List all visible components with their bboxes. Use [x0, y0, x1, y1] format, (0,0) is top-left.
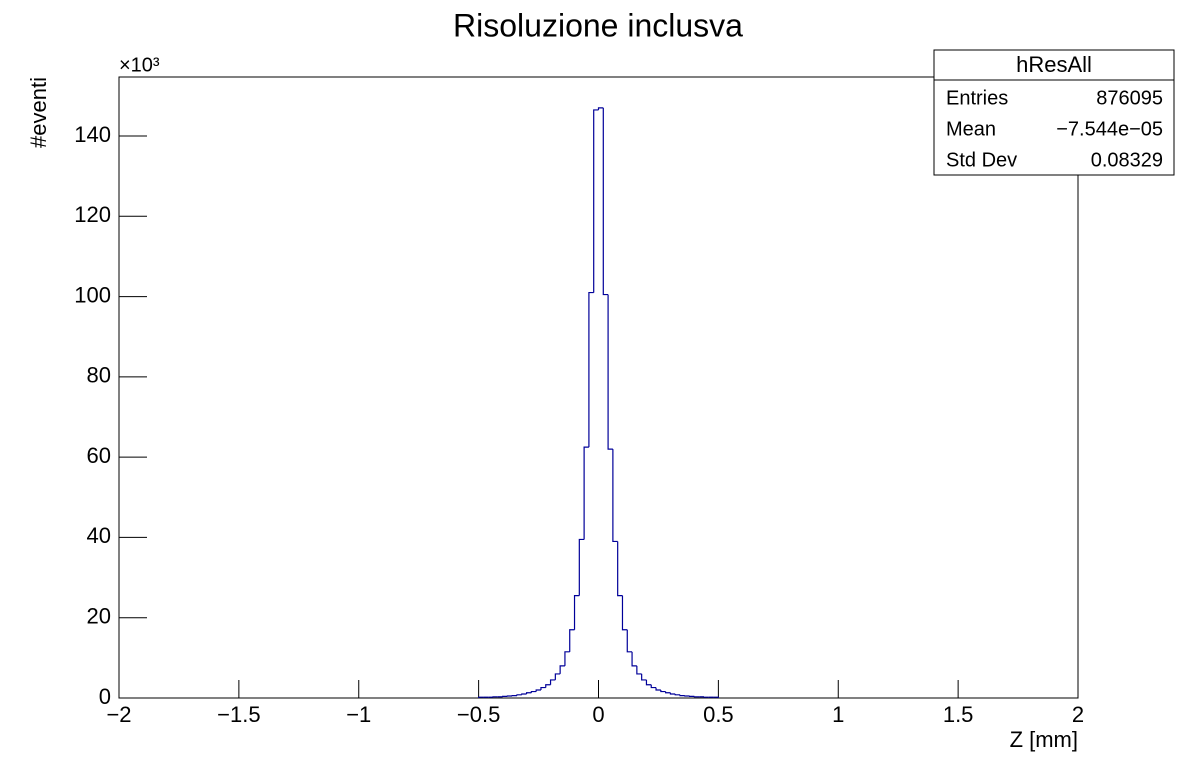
histogram-bin — [645, 679, 652, 686]
histogram-bin — [535, 689, 541, 692]
x-tick-label: 0 — [592, 702, 604, 727]
histogram-bin — [607, 294, 613, 450]
histogram-bin — [545, 684, 551, 688]
histogram-bin — [540, 686, 546, 690]
histogram-bin — [593, 109, 599, 293]
stats-box: hResAll Entries 876095 Mean −7.544e−05 S… — [933, 49, 1175, 176]
histogram-bin — [636, 665, 642, 675]
histogram-bin — [478, 696, 484, 698]
histogram-bin — [564, 651, 570, 666]
histogram-bin — [713, 696, 719, 698]
histogram-bin — [569, 629, 575, 652]
histogram-bin — [641, 673, 647, 681]
histogram-bin — [602, 107, 609, 296]
histogram-bin — [626, 629, 633, 653]
histogram-bin — [674, 693, 681, 696]
x-axis-label: Z [mm] — [1010, 727, 1078, 752]
histogram-bin — [665, 691, 671, 694]
x-tick-label: −1.5 — [217, 702, 260, 727]
histogram-bin — [621, 595, 628, 631]
stats-value: 876095 — [1096, 87, 1163, 109]
x-tick-label: −0.5 — [457, 702, 500, 727]
histogram-bin — [549, 679, 556, 685]
chart-title: Risoluzione inclusva — [453, 7, 743, 43]
x-tick-label: −1 — [346, 702, 371, 727]
x-tick-label: 1.5 — [943, 702, 974, 727]
stats-key: Entries — [946, 87, 1008, 109]
histogram-bin — [521, 693, 527, 695]
histogram-bin — [583, 446, 589, 540]
y-exponent: ×10³ — [119, 54, 160, 76]
y-tick-label: 60 — [87, 443, 111, 468]
y-tick-label: 100 — [74, 282, 111, 307]
histogram-bin — [597, 107, 604, 110]
stats-key: Std Dev — [946, 149, 1017, 171]
stats-value: 0.08329 — [1091, 149, 1163, 171]
stats-key: Mean — [946, 118, 996, 140]
histogram-bin — [617, 541, 623, 597]
histogram-bin — [559, 665, 565, 674]
histogram-bin — [554, 673, 561, 680]
histogram-bin — [588, 291, 594, 448]
y-tick-label: 20 — [87, 604, 111, 629]
stats-value: −7.544e−05 — [1056, 118, 1163, 140]
histogram-bin — [655, 687, 661, 691]
stats-frame — [933, 49, 1175, 176]
x-tick-label: 0.5 — [703, 702, 734, 727]
histogram-bin — [679, 694, 685, 697]
y-tick-label: 0 — [99, 684, 111, 709]
stats-title: hResAll — [1016, 52, 1092, 77]
y-axis-label: #eventi — [26, 77, 51, 148]
histogram-bin — [573, 595, 580, 630]
x-tick-label: 1 — [832, 702, 844, 727]
histogram-bin — [530, 690, 537, 693]
y-tick-label: 120 — [74, 202, 111, 227]
histogram-bin — [631, 651, 637, 667]
histogram-bin — [650, 684, 657, 689]
y-tick-label: 140 — [74, 122, 111, 147]
histogram-bin — [525, 692, 532, 694]
histogram-bin — [669, 692, 676, 695]
histogram-bin — [578, 538, 585, 596]
y-tick-label: 80 — [87, 363, 111, 388]
y-tick-label: 40 — [87, 523, 111, 548]
x-tick-label: 2 — [1072, 702, 1084, 727]
x-tick-label: −2 — [106, 702, 131, 727]
histogram-bin — [516, 694, 522, 696]
histogram-bin — [660, 689, 666, 693]
histogram-bin — [612, 449, 618, 543]
